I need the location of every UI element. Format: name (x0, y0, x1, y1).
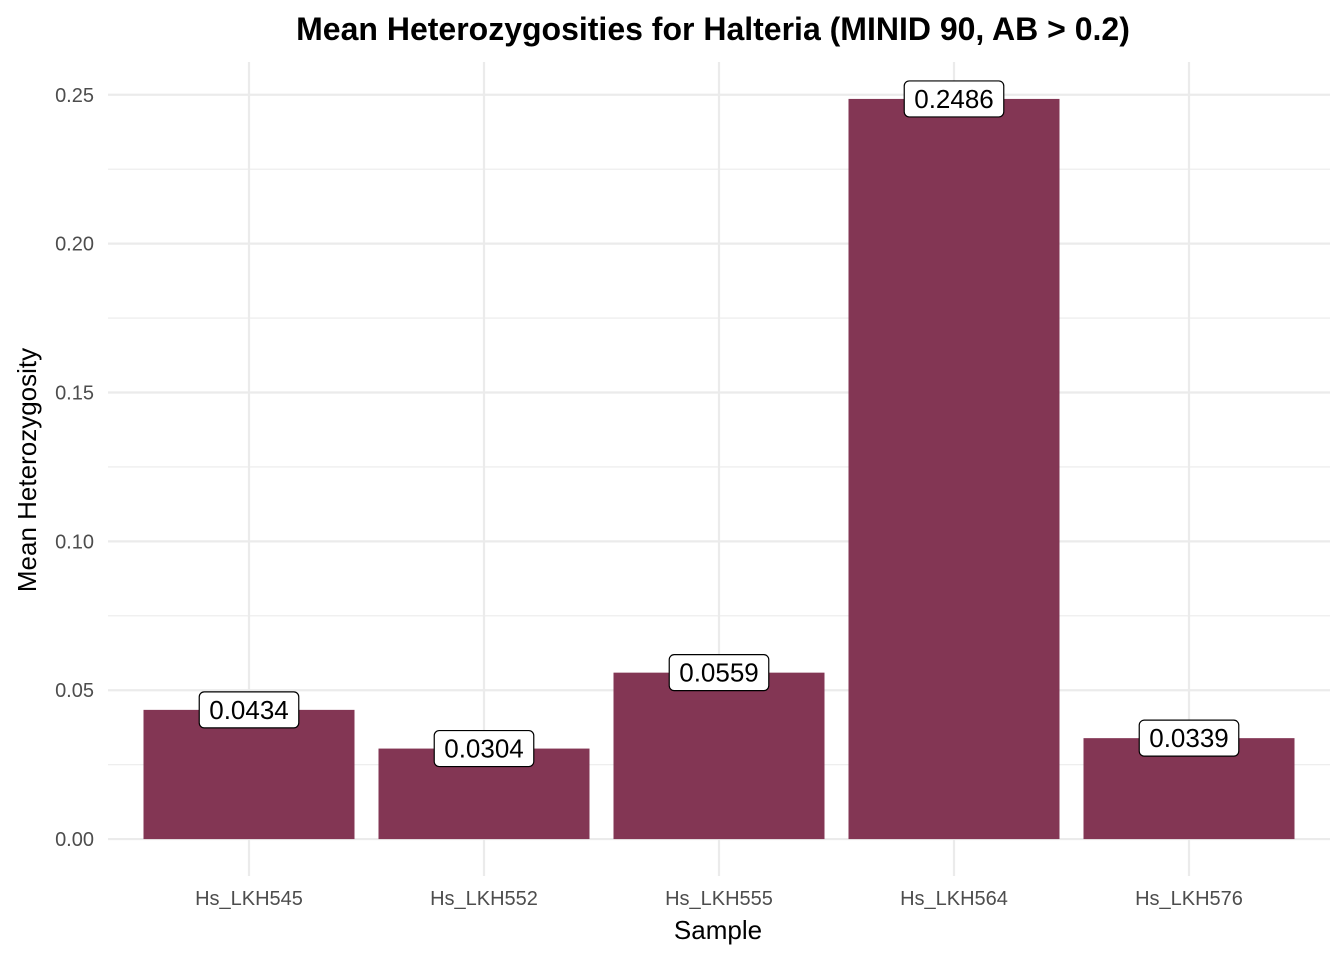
data-label: 0.0339 (1138, 719, 1240, 757)
y-tick-label: 0.05 (55, 680, 94, 702)
bar (143, 709, 355, 840)
data-label-box (903, 80, 1005, 118)
chart-title: Mean Heterozygosities for Halteria (MINI… (296, 11, 1130, 47)
bar (848, 98, 1060, 840)
data-label: 0.2486 (903, 80, 1005, 118)
x-tick-label: Hs_LKH545 (195, 888, 303, 910)
data-label-text: 0.0434 (209, 695, 289, 725)
y-tick-label: 0.00 (55, 829, 94, 851)
data-label-text: 0.0559 (679, 658, 759, 688)
bars-layer (143, 98, 1295, 840)
y-tick-label: 0.25 (55, 85, 94, 107)
y-tick-label: 0.10 (55, 531, 94, 553)
data-labels-layer: 0.0434 0.0304 0.0559 0.2486 0.0339 (198, 80, 1240, 768)
y-tick-label: 0.20 (55, 234, 94, 256)
x-tick-label: Hs_LKH555 (665, 888, 773, 910)
data-label-box (198, 691, 300, 729)
data-label-text: 0.2486 (914, 84, 994, 114)
data-label-box (1138, 719, 1240, 757)
data-label-box (433, 729, 535, 768)
x-axis-title: Sample (674, 915, 762, 945)
x-tick-label: Hs_LKH576 (1135, 888, 1243, 910)
data-label-box (668, 654, 770, 692)
data-label: 0.0559 (668, 654, 770, 692)
x-tick-label: Hs_LKH552 (430, 888, 538, 910)
y-axis-title: Mean Heterozygosity (12, 348, 42, 592)
x-tick-label: Hs_LKH564 (900, 888, 1008, 910)
y-tick-label: 0.15 (55, 382, 94, 404)
data-label-text: 0.0304 (444, 734, 524, 764)
data-label: 0.0434 (198, 691, 300, 729)
data-label: 0.0304 (433, 729, 535, 768)
tick-labels-layer: 0.00 0.05 0.10 0.15 0.20 0.25 Hs_LKH545 Hs_LKH5… (55, 85, 1243, 910)
data-label-text: 0.0339 (1149, 723, 1229, 753)
bar (613, 672, 825, 840)
